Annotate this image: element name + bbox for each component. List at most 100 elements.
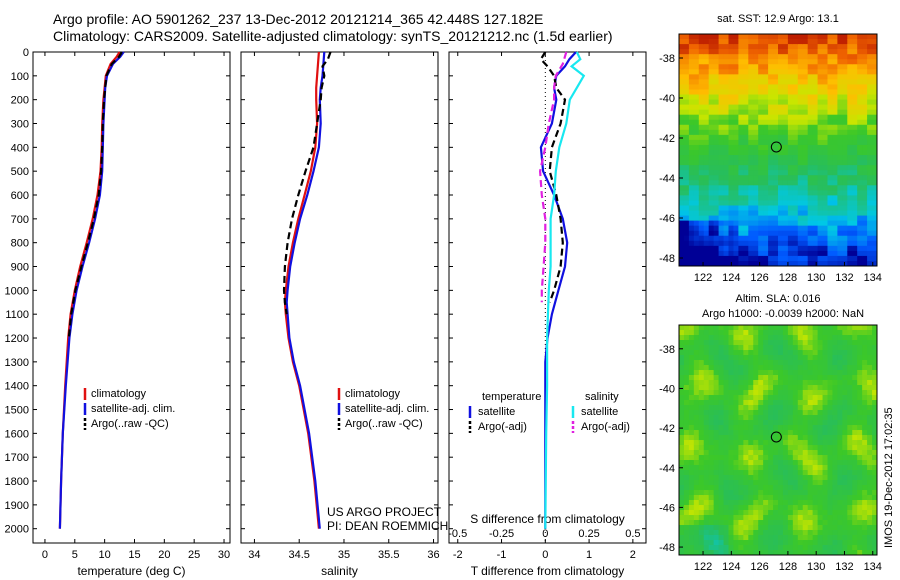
map-cell (773, 415, 779, 421)
map-cell (763, 390, 769, 396)
map-cell (862, 525, 868, 531)
map-cell (753, 39, 759, 45)
map-cell (852, 139, 858, 146)
map-cell (782, 150, 789, 156)
map-cell (743, 94, 749, 101)
map-cell (822, 260, 828, 267)
map-cell (852, 240, 858, 247)
map-cell (758, 109, 764, 116)
map-cell (763, 380, 769, 386)
map-cell (802, 405, 809, 411)
map-cell (718, 260, 725, 267)
map-cell (862, 230, 868, 237)
map-cell (713, 445, 720, 451)
map-cell (787, 69, 794, 75)
map-cell (703, 39, 710, 45)
map-cell (817, 124, 824, 131)
map-cell (797, 84, 804, 90)
map-cell (708, 400, 715, 406)
map-cell (852, 114, 858, 121)
map-cell (778, 150, 784, 156)
map-cell (733, 425, 739, 431)
map-cell (733, 139, 739, 146)
map-cell (723, 470, 729, 476)
map-cell (763, 475, 769, 481)
map-cell (822, 180, 828, 186)
map-cell (832, 84, 838, 90)
map-cell (713, 104, 720, 111)
map-cell (778, 124, 784, 131)
map-cell (802, 375, 809, 381)
map-cell (743, 49, 749, 55)
map-cell (768, 500, 774, 506)
map-cell (827, 410, 833, 416)
map-cell (743, 325, 749, 331)
map-cell (738, 210, 744, 217)
map-cell (758, 190, 764, 196)
map-cell (842, 335, 848, 341)
map-cell (867, 150, 873, 156)
map-cell (857, 505, 863, 511)
map-cell (792, 139, 799, 146)
map-cell (837, 160, 843, 166)
map-cell (773, 195, 779, 201)
map-cell (748, 134, 754, 141)
sla-map-ytick-label: -48 (659, 542, 675, 554)
map-cell (792, 425, 799, 431)
map-cell (782, 455, 789, 461)
map-cell (792, 109, 799, 116)
map-cell (802, 425, 809, 431)
map-cell (837, 165, 843, 171)
map-cell (812, 410, 819, 416)
map-cell (862, 245, 868, 252)
map-cell (758, 44, 764, 50)
map-cell (688, 89, 695, 96)
map-cell (683, 175, 690, 181)
map-cell (753, 355, 759, 361)
map-cell (857, 170, 863, 176)
map-cell (797, 69, 804, 75)
map-cell (807, 425, 814, 431)
map-cell (782, 94, 789, 101)
map-cell (807, 39, 814, 45)
map-cell (773, 460, 779, 466)
map-cell (872, 380, 878, 386)
map-cell (683, 54, 690, 60)
map-cell (802, 240, 809, 247)
map-cell (872, 475, 878, 481)
map-cell (763, 54, 769, 60)
difference-xtick2-label: 0 (542, 528, 548, 540)
map-cell (782, 390, 789, 396)
map-cell (723, 520, 729, 526)
sla-map-ytick-label: -38 (659, 344, 675, 356)
map-cell (703, 345, 710, 351)
map-cell (763, 200, 769, 206)
map-cell (698, 230, 705, 237)
map-cell (837, 200, 843, 206)
map-cell (679, 250, 685, 257)
map-cell (817, 139, 824, 146)
map-cell (738, 109, 744, 116)
map-cell (723, 415, 729, 421)
map-cell (802, 180, 809, 186)
map-cell (753, 525, 759, 531)
map-cell (693, 350, 700, 356)
map-cell (693, 155, 700, 161)
map-cell (827, 160, 833, 166)
map-cell (842, 375, 848, 381)
map-cell (827, 425, 833, 431)
map-cell (768, 129, 774, 136)
map-cell (703, 485, 710, 491)
map-cell (698, 385, 705, 391)
map-cell (827, 49, 833, 55)
map-cell (812, 440, 819, 446)
map-cell (683, 470, 690, 476)
map-cell (733, 420, 739, 426)
map-cell (807, 510, 814, 516)
map-cell (807, 420, 814, 426)
map-cell (852, 235, 858, 242)
map-cell (787, 410, 794, 416)
map-cell (867, 340, 873, 346)
map-cell (743, 44, 749, 50)
map-cell (713, 365, 720, 371)
